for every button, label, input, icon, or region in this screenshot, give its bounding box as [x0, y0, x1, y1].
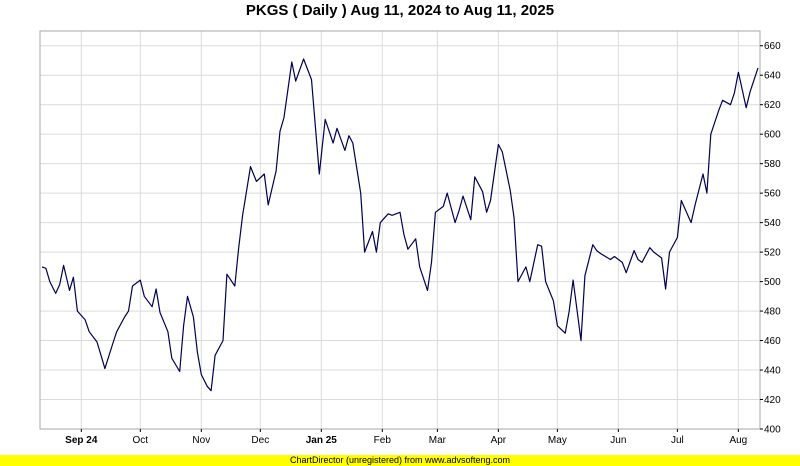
x-tick-label: Nov — [192, 435, 210, 446]
x-tick-label: Aug — [729, 435, 747, 446]
chart-title: PKGS ( Daily ) Aug 11, 2024 to Aug 11, 2… — [245, 2, 555, 19]
x-axis: Sep 24 Oct Nov Dec Jan 25 Feb Mar Apr May Jun Jul A… — [65, 429, 747, 446]
y-tick-label: 400 — [764, 425, 781, 436]
y-tick-label: 660 — [764, 41, 781, 52]
x-tick-label: Mar — [429, 435, 447, 446]
x-tick-label: May — [548, 435, 567, 446]
x-tick-label: Oct — [133, 435, 149, 446]
y-tick-label: 560 — [764, 189, 781, 200]
y-tick-label: 600 — [764, 130, 781, 141]
price-line — [41, 58, 759, 392]
x-tick-label: Jun — [610, 435, 626, 446]
x-tick-label: Jan 25 — [306, 435, 338, 446]
y-tick-label: 520 — [764, 248, 781, 259]
y-tick-label: 440 — [764, 366, 781, 377]
y-tick-label: 500 — [764, 277, 781, 288]
y-tick-label: 620 — [764, 100, 781, 111]
plot-area-border — [39, 30, 761, 430]
x-tick-label: Dec — [251, 435, 269, 446]
y-tick-label: 460 — [764, 336, 781, 347]
series-group — [41, 58, 759, 392]
x-tick-label: Apr — [491, 435, 507, 446]
x-tick-label: Sep 24 — [65, 435, 98, 446]
footer-credit: ChartDirector (unregistered) from www.ad… — [0, 455, 800, 466]
y-tick-label: 640 — [764, 71, 781, 82]
x-tick-label: Jul — [671, 435, 684, 446]
y-axis: 400 420 440 460 480 500 520 540 560 580 600 620 640 6… — [760, 41, 781, 436]
x-tick-label: Feb — [374, 435, 392, 446]
grid — [40, 31, 760, 430]
y-tick-label: 540 — [764, 218, 781, 229]
y-tick-label: 480 — [764, 307, 781, 318]
y-tick-label: 580 — [764, 159, 781, 170]
y-tick-label: 420 — [764, 395, 781, 406]
